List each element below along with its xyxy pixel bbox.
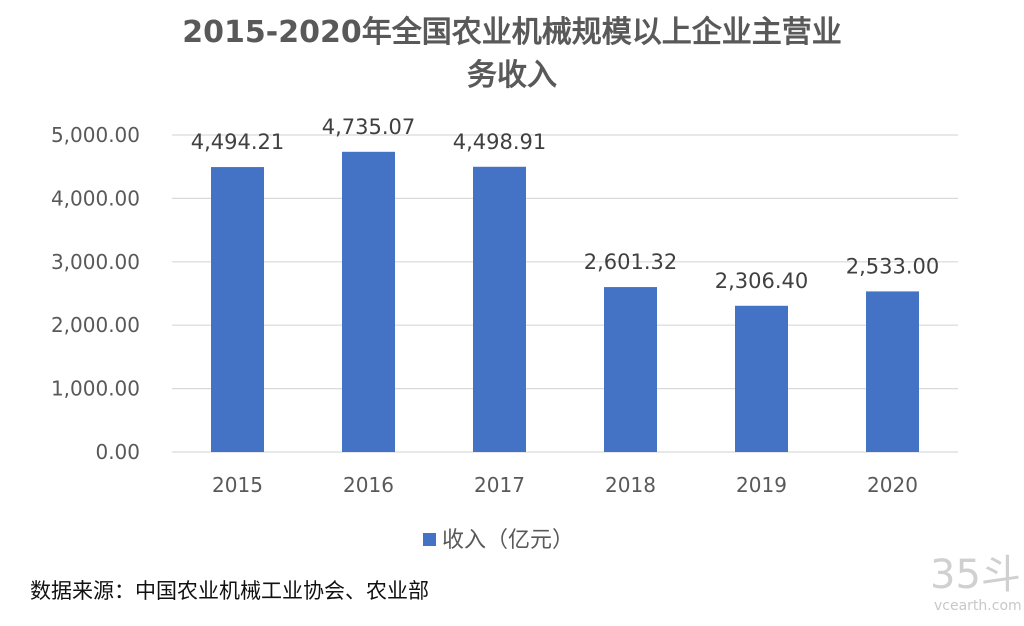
data-label-2019: 2,306.40 (715, 269, 809, 293)
y-tick-label: 5,000.00 (51, 123, 140, 147)
x-tick-label-2015: 2015 (212, 473, 263, 497)
data-labels: 4,494.21 4,735.07 4,498.91 2,601.32 2,306.40… (191, 115, 940, 293)
x-tick-label-2018: 2018 (605, 473, 656, 497)
source-note: 数据来源：中国农业机械工业协会、农业部 (30, 579, 429, 603)
bar-2015 (211, 167, 264, 453)
bars (211, 151, 919, 453)
x-tick-label-2016: 2016 (343, 473, 394, 497)
bar-2017 (473, 166, 526, 452)
y-axis-tick-labels: 0.00 1,000.00 2,000.00 3,000.00 4,000.00 5,00… (51, 123, 140, 464)
y-tick-label: 0.00 (95, 440, 140, 464)
chart-title-line-2: 务收入 (467, 58, 557, 93)
bar-2019 (735, 305, 788, 452)
y-tick-label: 1,000.00 (51, 377, 140, 401)
legend-label: 收入（亿元） (442, 528, 574, 553)
legend-swatch (423, 533, 436, 546)
data-label-2020: 2,533.00 (846, 254, 940, 278)
legend: 收入（亿元） (423, 528, 574, 553)
gridlines (172, 134, 958, 453)
y-tick-label: 3,000.00 (51, 250, 140, 274)
watermark-brand: 35斗 (930, 552, 1021, 598)
data-label-2018: 2,601.32 (584, 250, 678, 274)
watermark-logo: 35斗 vcearth.com (930, 552, 1022, 614)
x-axis-tick-labels: 2015 2016 2017 2018 2019 2020 (212, 473, 918, 497)
data-label-2015: 4,494.21 (191, 130, 285, 154)
x-tick-label-2020: 2020 (867, 473, 918, 497)
bar-2020 (866, 291, 919, 452)
data-label-2017: 4,498.91 (453, 130, 547, 154)
watermark-site: vcearth.com (934, 598, 1022, 614)
x-tick-label-2017: 2017 (474, 473, 525, 497)
y-tick-label: 4,000.00 (51, 186, 140, 210)
data-label-2016: 4,735.07 (322, 115, 416, 139)
chart-title-line-1: 2015-2020年全国农业机械规模以上企业主营业 (182, 15, 841, 50)
bar-2016 (342, 151, 395, 452)
x-tick-label-2019: 2019 (736, 473, 787, 497)
y-tick-label: 2,000.00 (51, 313, 140, 337)
bar-2018 (604, 287, 657, 452)
